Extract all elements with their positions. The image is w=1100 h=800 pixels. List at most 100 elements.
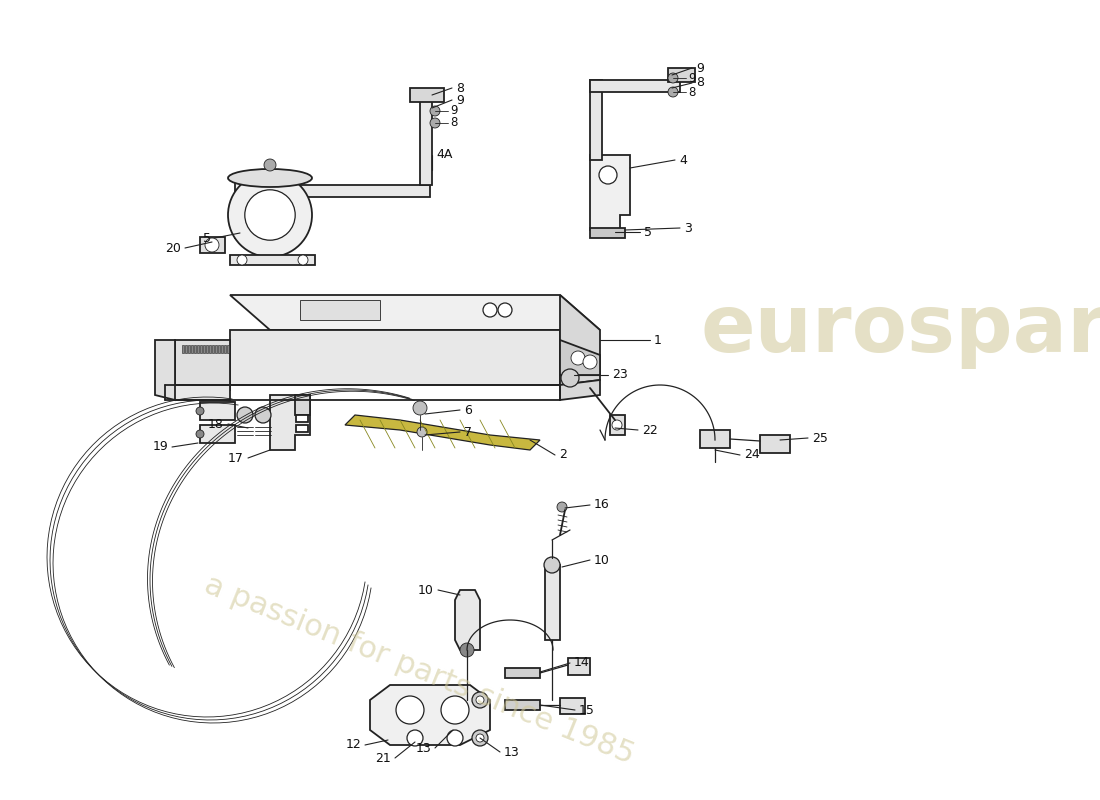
Polygon shape (270, 395, 310, 450)
Polygon shape (175, 340, 230, 390)
Text: 15: 15 (579, 703, 595, 717)
Bar (200, 345, 202, 353)
Text: 6: 6 (464, 403, 472, 417)
Text: 23: 23 (612, 369, 628, 382)
Bar (188, 345, 190, 353)
Circle shape (600, 166, 617, 184)
Circle shape (668, 73, 678, 83)
Polygon shape (590, 80, 602, 160)
Circle shape (561, 369, 579, 387)
Polygon shape (235, 180, 300, 230)
Polygon shape (410, 88, 444, 102)
Polygon shape (235, 230, 265, 238)
Polygon shape (155, 340, 175, 400)
Text: 9: 9 (688, 71, 695, 85)
Polygon shape (370, 685, 490, 745)
Circle shape (447, 730, 463, 746)
Bar (221, 345, 223, 353)
Polygon shape (230, 295, 600, 330)
Circle shape (236, 255, 248, 265)
Text: 20: 20 (165, 242, 182, 254)
Text: 8: 8 (696, 77, 704, 90)
Polygon shape (505, 668, 540, 678)
Polygon shape (700, 430, 730, 448)
Text: 13: 13 (416, 742, 431, 754)
Circle shape (483, 303, 497, 317)
Circle shape (498, 303, 512, 317)
Text: 3: 3 (684, 222, 692, 234)
Bar (197, 345, 199, 353)
Polygon shape (590, 80, 680, 92)
Text: 18: 18 (208, 418, 224, 430)
Bar (224, 345, 225, 353)
Text: 22: 22 (642, 423, 658, 437)
Circle shape (472, 692, 488, 708)
Polygon shape (295, 395, 310, 415)
Bar (194, 345, 196, 353)
Text: 8: 8 (450, 117, 458, 130)
Polygon shape (420, 100, 432, 185)
Circle shape (245, 190, 295, 240)
Text: 16: 16 (594, 498, 609, 511)
Circle shape (196, 430, 204, 438)
Polygon shape (568, 658, 590, 675)
Text: 19: 19 (152, 441, 168, 454)
Circle shape (412, 401, 427, 415)
Text: a passion for parts since 1985: a passion for parts since 1985 (200, 570, 638, 770)
Polygon shape (760, 435, 790, 453)
Text: 4A: 4A (436, 149, 452, 162)
Polygon shape (230, 255, 315, 265)
Circle shape (417, 427, 427, 437)
Circle shape (298, 255, 308, 265)
Polygon shape (560, 295, 600, 385)
Text: 2: 2 (559, 449, 566, 462)
Ellipse shape (228, 169, 312, 187)
Bar (218, 345, 220, 353)
Bar (227, 345, 229, 353)
Circle shape (476, 734, 484, 742)
Polygon shape (280, 185, 430, 197)
Bar (209, 345, 211, 353)
Text: 9: 9 (456, 94, 464, 106)
Circle shape (430, 118, 440, 128)
Polygon shape (544, 565, 560, 640)
Circle shape (245, 195, 265, 215)
Circle shape (544, 557, 560, 573)
Polygon shape (560, 380, 600, 400)
Circle shape (228, 173, 312, 257)
Polygon shape (560, 698, 585, 714)
Circle shape (396, 696, 424, 724)
Text: 12: 12 (345, 738, 361, 751)
Circle shape (430, 106, 440, 116)
Text: 9: 9 (696, 62, 704, 74)
Circle shape (668, 87, 678, 97)
Text: 17: 17 (228, 451, 244, 465)
Text: 10: 10 (418, 583, 434, 597)
Circle shape (612, 420, 621, 430)
Polygon shape (230, 330, 560, 385)
Text: 5: 5 (204, 231, 211, 245)
Circle shape (236, 407, 253, 423)
Polygon shape (590, 228, 625, 238)
Text: 8: 8 (688, 86, 695, 98)
Polygon shape (610, 415, 625, 435)
Polygon shape (455, 590, 480, 650)
Bar (212, 345, 214, 353)
Text: 5: 5 (644, 226, 652, 238)
Text: 10: 10 (594, 554, 609, 566)
Bar (300, 300, 379, 320)
Polygon shape (668, 68, 695, 82)
Circle shape (460, 643, 474, 657)
Circle shape (196, 407, 204, 415)
Polygon shape (165, 385, 230, 400)
Bar (182, 345, 184, 353)
Text: 1: 1 (654, 334, 662, 346)
Polygon shape (200, 237, 225, 253)
Bar (185, 345, 187, 353)
Bar (191, 345, 192, 353)
Text: 14: 14 (574, 657, 590, 670)
Text: 21: 21 (375, 751, 390, 765)
Text: 24: 24 (744, 449, 760, 462)
Polygon shape (345, 415, 540, 450)
Circle shape (472, 730, 488, 746)
